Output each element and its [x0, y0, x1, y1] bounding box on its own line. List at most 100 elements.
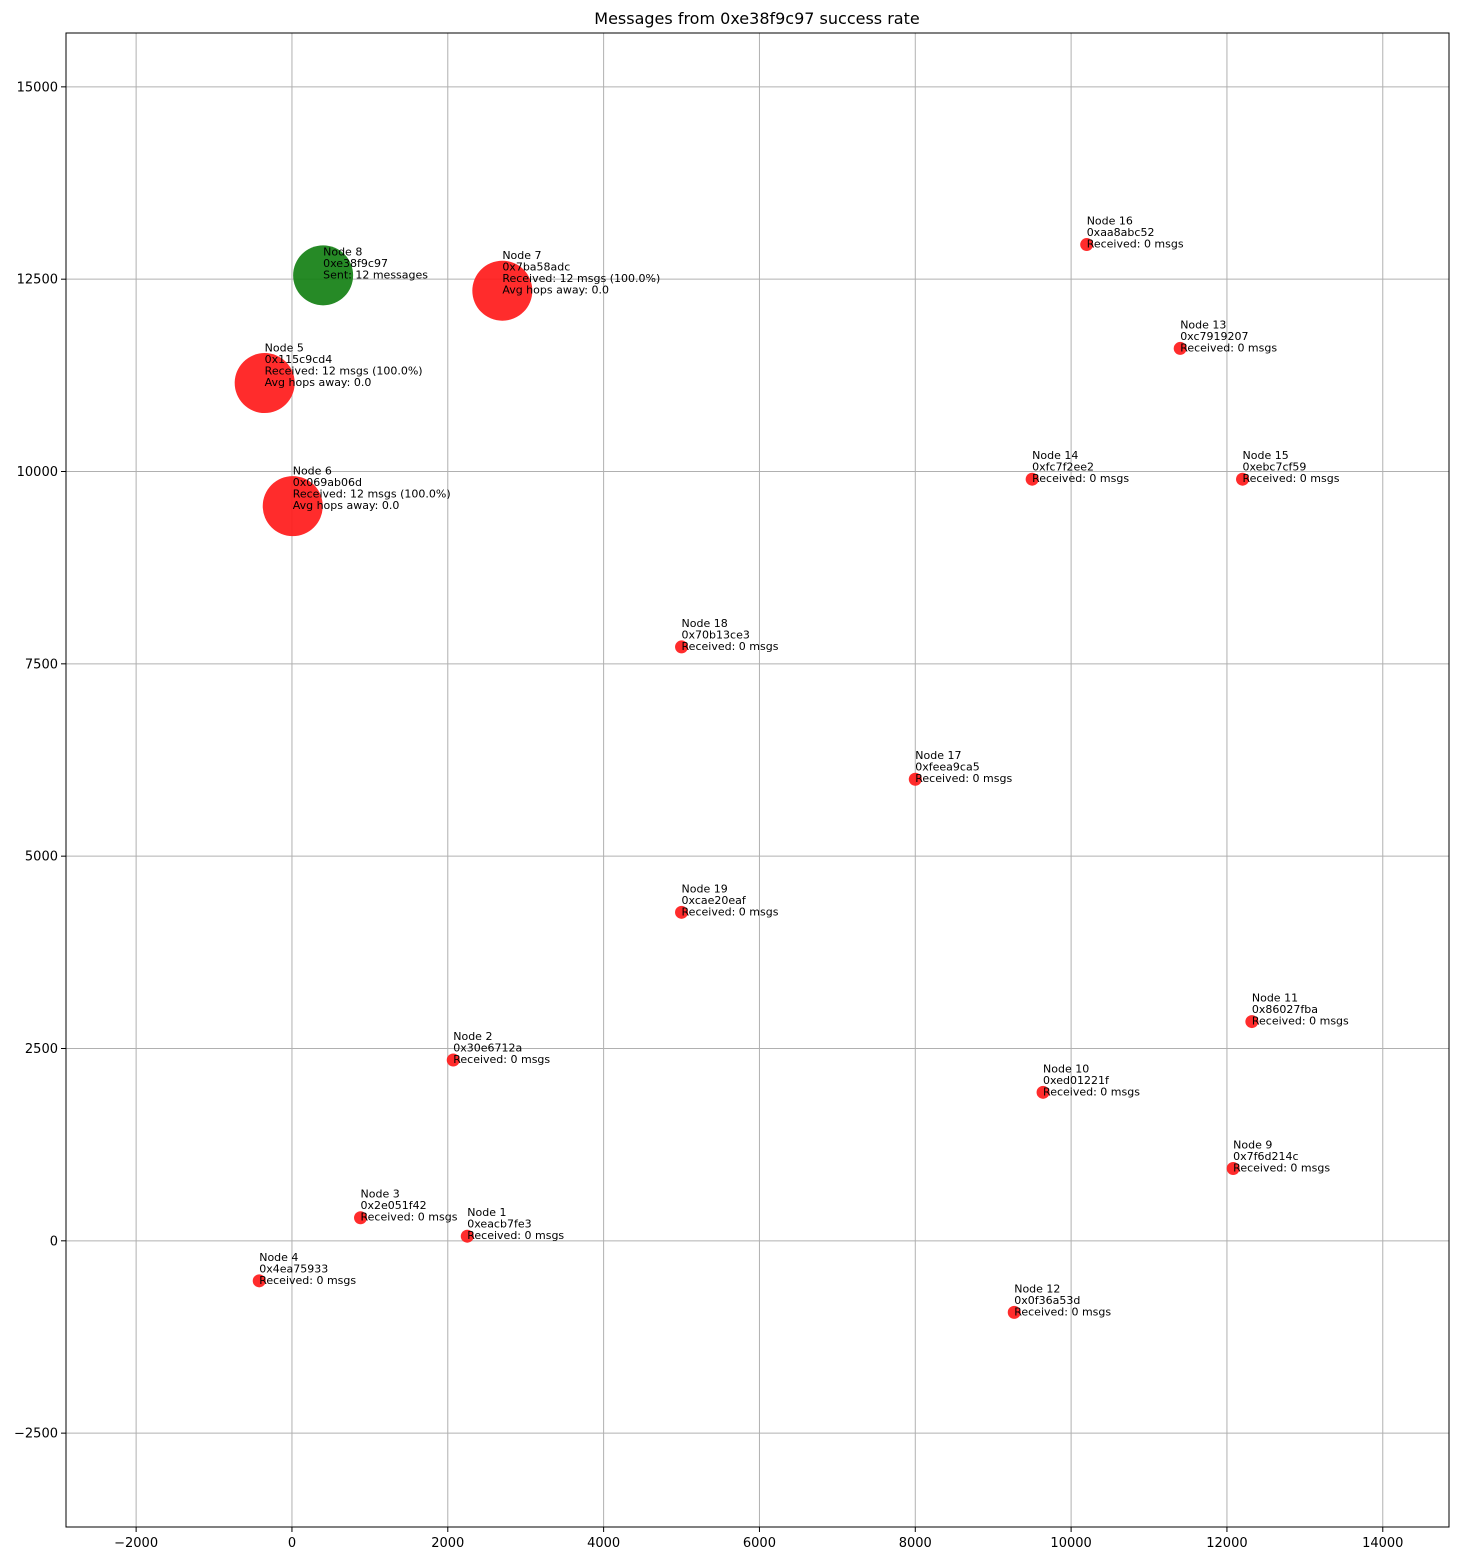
- node-label: Node 15 0xebc7cf59 Received: 0 msgs: [1243, 449, 1340, 485]
- plot-frame: [65, 32, 1450, 1528]
- y-tick-label: 0: [50, 1234, 58, 1249]
- node-point: [252, 1274, 266, 1288]
- node-label-line: 0x70b13ce3: [682, 628, 750, 641]
- node-label: Node 2 0x30e6712a Received: 0 msgs: [453, 1030, 550, 1066]
- node-label-line: Node 4: [259, 1251, 298, 1264]
- node-point: [675, 640, 689, 654]
- node-label-line: Received: 12 msgs (100.0%): [265, 365, 423, 378]
- y-tick-label: 7500: [25, 657, 58, 672]
- node-label-line: 0xeacb7fe3: [467, 1218, 531, 1231]
- node-label-line: Received: 0 msgs: [467, 1229, 564, 1242]
- node-label: Node 11 0x86027fba Received: 0 msgs: [1252, 992, 1349, 1028]
- node-point: [262, 476, 323, 537]
- node-label-line: Received: 0 msgs: [1243, 472, 1340, 485]
- node-label-line: Sent: 12 messages: [323, 268, 428, 281]
- node-label-line: Node 16: [1087, 215, 1133, 228]
- node-label-line: 0x86027fba: [1252, 1003, 1318, 1016]
- node-label-line: Received: 12 msgs (100.0%): [502, 272, 660, 285]
- node-point: [1007, 1305, 1021, 1319]
- node-label-line: Node 7: [502, 249, 541, 262]
- x-tick-label: −2000: [114, 1536, 158, 1551]
- node-point: [1245, 1015, 1259, 1029]
- node-label-line: Node 11: [1252, 992, 1298, 1005]
- node-label-line: Node 2: [453, 1030, 492, 1043]
- node-point: [234, 353, 295, 414]
- node-point: [293, 245, 354, 306]
- y-tick-label: 12500: [17, 273, 58, 288]
- node-label: Node 7 0x7ba58adc Received: 12 msgs (100.0…: [502, 249, 660, 297]
- node-label-line: Node 18: [682, 617, 728, 630]
- axes-layer: −2000 0 2000 4000 6000 8000 10000 12000 14000 −25…: [14, 32, 1450, 1551]
- node-point: [908, 772, 922, 786]
- node-label-line: Received: 0 msgs: [1180, 341, 1277, 354]
- node-label: Node 12 0x0f36a53d Received: 0 msgs: [1014, 1282, 1111, 1318]
- node-label-line: Received: 0 msgs: [1252, 1015, 1349, 1028]
- node-label-line: Received: 0 msgs: [1032, 472, 1129, 485]
- node-label-line: Node 1: [467, 1206, 506, 1219]
- node-label-line: Node 13: [1180, 318, 1226, 331]
- node-point: [1226, 1162, 1240, 1176]
- node-label-line: Received: 0 msgs: [1014, 1305, 1111, 1318]
- node-label-line: Received: 0 msgs: [682, 905, 779, 918]
- node-point: [472, 260, 533, 321]
- x-tick-label: 4000: [587, 1536, 620, 1551]
- node-label-line: 0xc7919207: [1180, 330, 1248, 343]
- node-label-line: 0x4ea75933: [259, 1262, 328, 1275]
- node-label: Node 6 0x069ab06d Received: 12 msgs (100.0…: [293, 465, 451, 512]
- node-label-line: Received: 0 msgs: [361, 1211, 458, 1224]
- node-label: Node 4 0x4ea75933 Received: 0 msgs: [259, 1251, 356, 1287]
- node-point: [354, 1211, 368, 1225]
- points-layer: [234, 238, 1259, 1319]
- node-label-line: Received: 0 msgs: [915, 772, 1012, 785]
- y-tick-label: 10000: [17, 465, 58, 480]
- node-point: [446, 1053, 460, 1067]
- node-label-line: Node 6: [293, 465, 332, 478]
- node-label-line: Node 9: [1233, 1139, 1272, 1152]
- y-tick-label: 5000: [25, 850, 58, 865]
- node-point: [1080, 238, 1094, 252]
- node-label-line: Node 5: [265, 342, 304, 355]
- node-label-line: Node 19: [682, 882, 728, 895]
- node-label-line: Received: 0 msgs: [682, 640, 779, 653]
- node-label-line: Received: 0 msgs: [453, 1053, 550, 1066]
- x-tick-label: 12000: [1206, 1536, 1247, 1551]
- node-label-line: Received: 0 msgs: [1087, 238, 1184, 251]
- node-label-line: 0x115c9cd4: [265, 353, 333, 366]
- node-label: Node 8 0xe38f9c97 Sent: 12 messages: [323, 245, 428, 281]
- node-label-line: Node 14: [1032, 449, 1078, 462]
- node-label-line: Received: 0 msgs: [1233, 1162, 1330, 1175]
- node-label-line: 0x2e051f42: [361, 1199, 427, 1212]
- node-label-line: 0xe38f9c97: [323, 257, 388, 270]
- node-point: [1173, 341, 1187, 355]
- node-point: [460, 1229, 474, 1243]
- node-label-line: Node 3: [361, 1188, 400, 1201]
- node-label-line: 0x7f6d214c: [1233, 1150, 1298, 1163]
- node-label: Node 9 0x7f6d214c Received: 0 msgs: [1233, 1139, 1330, 1175]
- node-label: Node 1 0xeacb7fe3 Received: 0 msgs: [467, 1206, 564, 1242]
- y-tick-label: −2500: [14, 1427, 58, 1442]
- node-label-line: Node 15: [1243, 449, 1289, 462]
- node-label-line: 0xcae20eaf: [682, 894, 747, 907]
- node-label-line: 0xed01221f: [1043, 1074, 1110, 1087]
- node-label: Node 14 0xfc7f2ee2 Received: 0 msgs: [1032, 449, 1129, 485]
- node-point: [1236, 472, 1250, 486]
- x-tick-label: 14000: [1362, 1536, 1403, 1551]
- node-label: Node 13 0xc7919207 Received: 0 msgs: [1180, 318, 1277, 354]
- node-label-line: Node 12: [1014, 1282, 1060, 1295]
- node-point: [1025, 472, 1039, 486]
- node-label: Node 16 0xaa8abc52 Received: 0 msgs: [1087, 215, 1184, 251]
- x-tick-label: 10000: [1050, 1536, 1091, 1551]
- x-tick-label: 0: [288, 1536, 296, 1551]
- node-label-line: Avg hops away: 0.0: [502, 284, 609, 297]
- node-label-line: Node 17: [915, 749, 961, 762]
- node-label-line: Received: 0 msgs: [259, 1274, 356, 1287]
- node-label-line: Node 10: [1043, 1062, 1089, 1075]
- node-label-line: Received: 0 msgs: [1043, 1085, 1140, 1098]
- x-tick-label: 2000: [431, 1536, 464, 1551]
- node-label: Node 19 0xcae20eaf Received: 0 msgs: [682, 882, 779, 918]
- node-label-line: 0xfc7f2ee2: [1032, 461, 1094, 474]
- node-label-line: Received: 12 msgs (100.0%): [293, 488, 451, 501]
- node-label-line: 0x0f36a53d: [1014, 1294, 1080, 1307]
